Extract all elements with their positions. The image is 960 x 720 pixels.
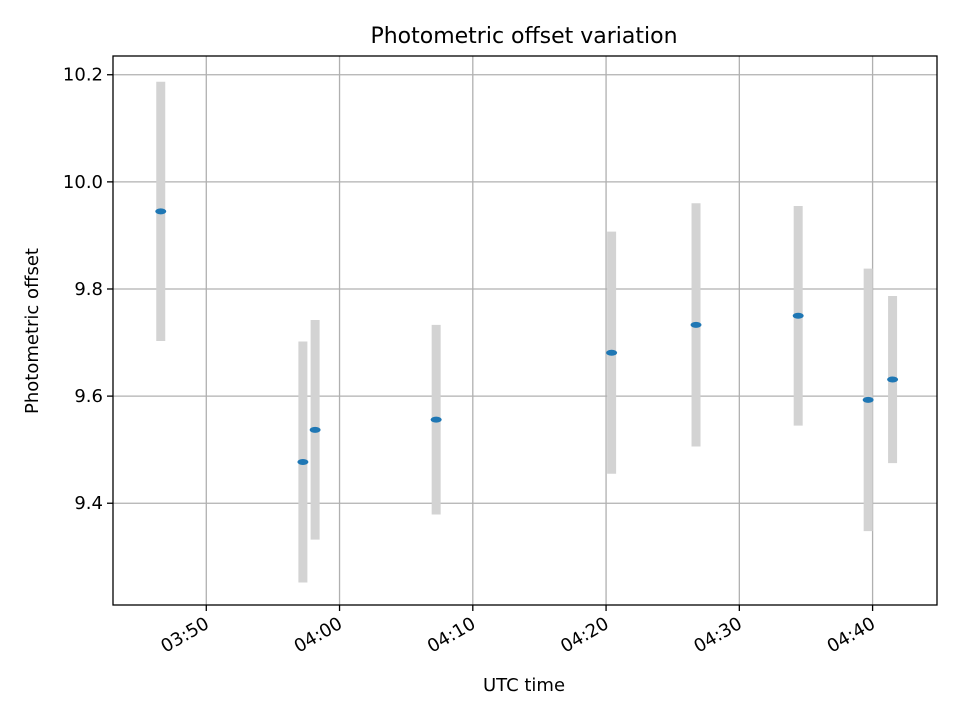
grid-layer [113,56,937,605]
plot-frame [112,55,938,606]
data-point [155,208,167,215]
y-tick-label: 9.4 [74,493,103,514]
data-point [862,396,874,403]
data-point [297,458,309,465]
x-tick-label: 04:10 [424,613,479,657]
y-tick-label: 10.0 [63,172,103,193]
y-tick-label: 9.8 [74,279,103,300]
data-point [309,426,321,433]
x-tick-label: 04:00 [291,613,346,657]
point-layer [155,208,899,465]
data-point [887,376,899,383]
x-tick-label: 03:50 [157,613,212,657]
x-tick-label: 04:20 [557,613,612,657]
y-tick-label: 9.6 [74,386,103,407]
data-point [792,312,804,319]
errorbar-layer [156,81,898,583]
x-tick-label: 04:30 [690,613,745,657]
data-point [690,321,702,328]
data-point [430,416,442,423]
chart-title: Photometric offset variation [370,24,677,49]
y-tick-label: 10.2 [63,65,103,86]
x-tick-label: 04:40 [824,613,879,657]
x-axis-label: UTC time [483,675,565,696]
tick-layer: 03:50 04:00 04:10 04:20 04:30 04:40 9.4 9.6 9.8 1… [63,65,879,658]
y-axis-label: Photometric offset [22,248,43,414]
data-point [606,349,618,356]
